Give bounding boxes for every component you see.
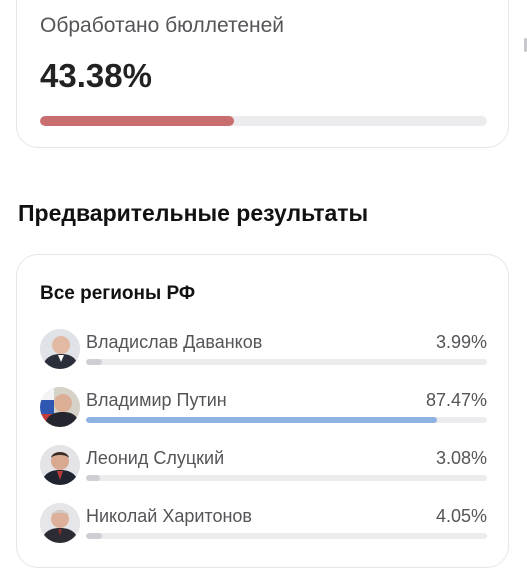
ballots-processed-progress	[40, 116, 487, 126]
candidate-progress	[86, 533, 487, 539]
candidate-percent: 3.08%	[435, 448, 487, 468]
ballots-processed-label: Обработано бюллетеней	[40, 14, 285, 37]
ballots-processed-value: 43.38%	[40, 57, 152, 94]
candidate-percent: 4.05%	[435, 506, 487, 526]
candidate-progress-fill	[86, 417, 437, 423]
candidate-avatar	[40, 445, 80, 485]
candidate-progress-fill	[86, 475, 101, 481]
scrollbar-thumb[interactable]	[524, 38, 527, 52]
candidate-progress	[86, 475, 487, 481]
candidate-progress-fill	[86, 533, 103, 539]
candidate-progress-fill	[86, 359, 102, 365]
candidate-row[interactable]: Леонид Слуцкий 3.08%	[40, 444, 487, 490]
candidate-avatar	[40, 387, 80, 427]
candidate-progress	[86, 417, 487, 423]
section-title: Предварительные результаты	[18, 200, 369, 226]
candidate-name: Леонид Слуцкий	[86, 448, 225, 468]
candidate-name: Владислав Даванков	[86, 332, 263, 352]
ballots-processed-card: Обработано бюллетеней 43.38%	[16, 0, 509, 148]
candidate-row[interactable]: Николай Харитонов 4.05%	[40, 502, 487, 548]
results-card[interactable]: Все регионы РФ Владислав Даванков 3.99%	[16, 254, 509, 568]
candidate-avatar	[40, 329, 80, 369]
candidate-name: Владимир Путин	[86, 390, 227, 410]
candidate-row[interactable]: Владислав Даванков 3.99%	[40, 328, 487, 374]
ballots-processed-progress-fill	[40, 116, 234, 126]
candidate-percent: 87.47%	[425, 390, 487, 410]
candidate-percent: 3.99%	[435, 332, 487, 352]
candidate-name: Николай Харитонов	[86, 506, 252, 526]
candidate-avatar	[40, 503, 80, 543]
candidate-row[interactable]: Владимир Путин 87.47%	[40, 386, 487, 432]
results-region-title: Все регионы РФ	[40, 283, 196, 304]
candidate-progress	[86, 359, 487, 365]
